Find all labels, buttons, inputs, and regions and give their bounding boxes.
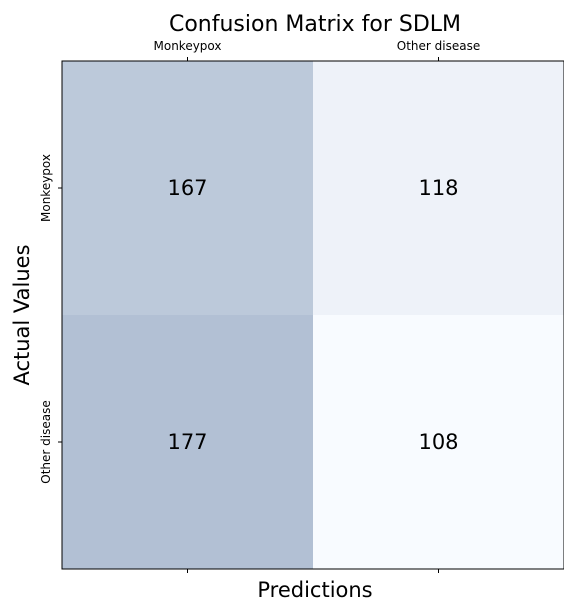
heatmap-cell-r1-c1 bbox=[313, 315, 564, 569]
cell-value-r0-c1: 118 bbox=[418, 176, 458, 200]
y-tick-label-1: Other disease bbox=[39, 400, 53, 483]
axis-ticks: Monkeypox Other disease Monkeypox Other dis… bbox=[39, 39, 480, 573]
chart-title: Confusion Matrix for SDLM bbox=[169, 12, 461, 37]
x-axis-title: Predictions bbox=[257, 578, 372, 601]
x-tick-label-1: Other disease bbox=[397, 39, 480, 53]
heatmap-cells: 167 118 177 108 bbox=[62, 61, 564, 569]
heatmap-cell-r1-c0 bbox=[62, 315, 313, 569]
x-tick-label-0: Monkeypox bbox=[154, 39, 222, 53]
cell-value-r1-c1: 108 bbox=[418, 430, 458, 454]
cell-value-r0-c0: 167 bbox=[167, 176, 207, 200]
heatmap-cell-r0-c0 bbox=[62, 61, 313, 315]
y-axis-title: Actual Values bbox=[10, 244, 34, 385]
plot-frame bbox=[61, 60, 564, 570]
heatmap-cell-r0-c1 bbox=[313, 61, 564, 315]
cell-value-r1-c0: 177 bbox=[167, 430, 207, 454]
y-tick-label-0: Monkeypox bbox=[39, 154, 53, 222]
